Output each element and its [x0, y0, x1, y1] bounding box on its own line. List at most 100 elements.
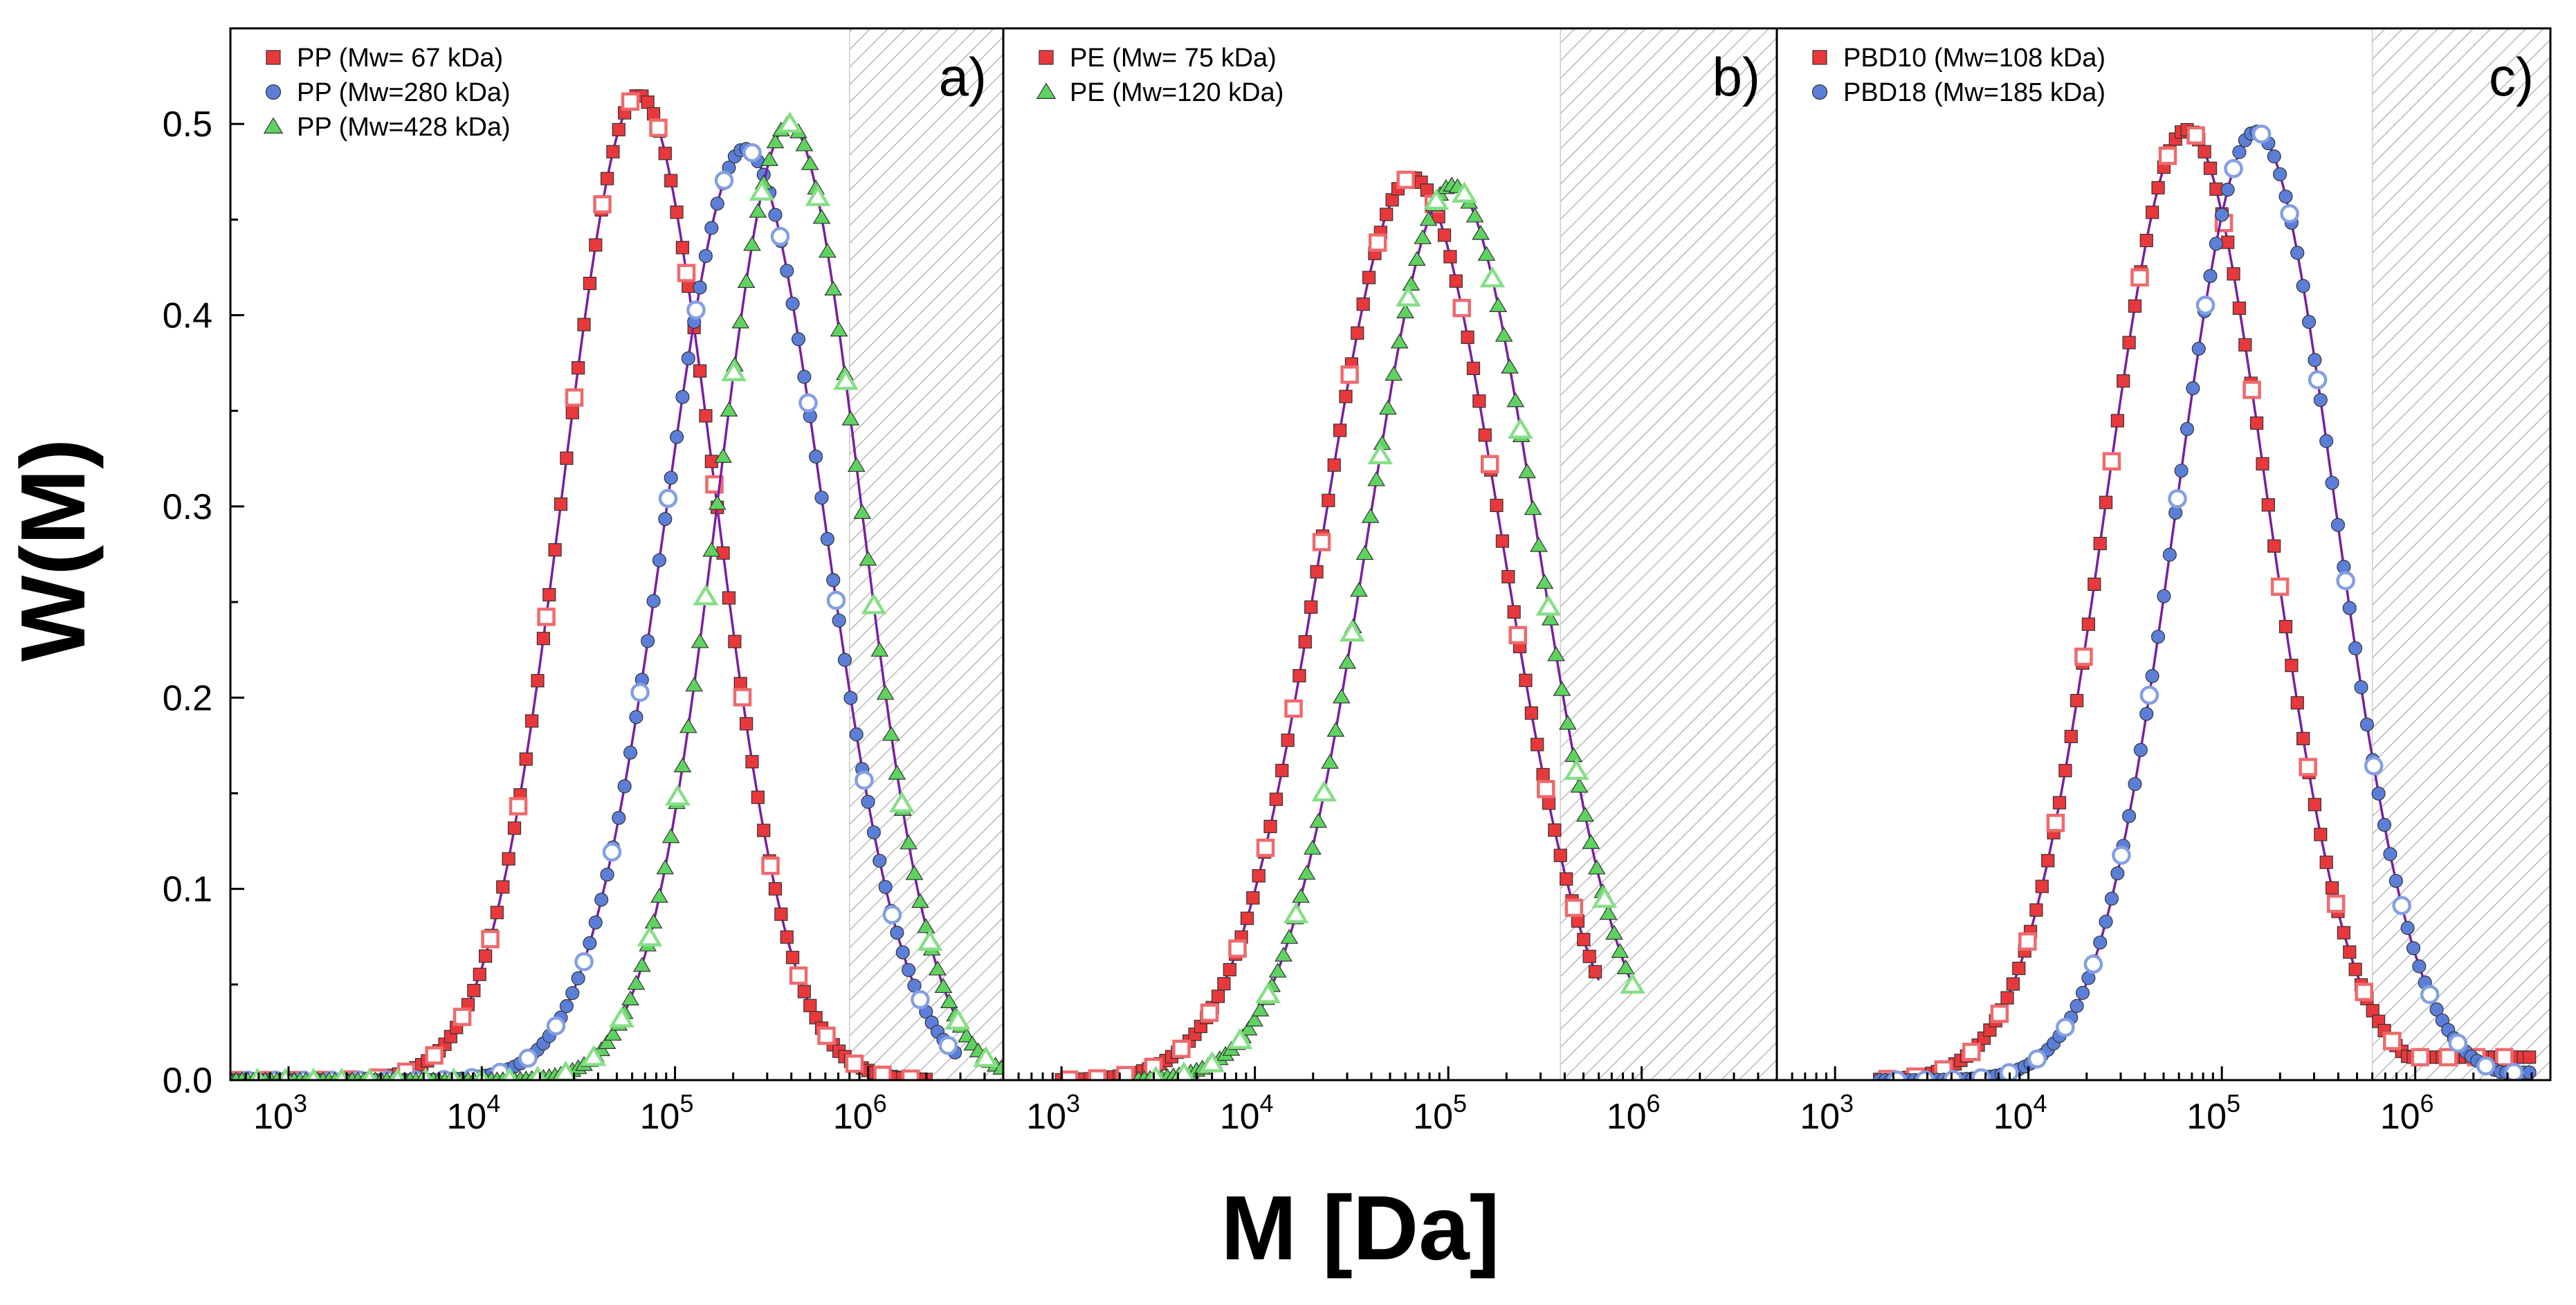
data-point: [853, 504, 872, 519]
open-marker: [2083, 954, 2103, 974]
open-marker: [565, 388, 584, 407]
open-marker: [733, 688, 752, 706]
data-point: [2343, 945, 2357, 959]
data-point: [832, 613, 846, 628]
tick-exponent: 4: [486, 1089, 500, 1117]
data-point: [1587, 859, 1606, 875]
open-marker: [2074, 647, 2093, 666]
open-marker: [742, 143, 762, 163]
open-marker: [2336, 571, 2355, 590]
open-marker: [2195, 295, 2216, 315]
data-point: [1547, 646, 1565, 661]
data-point: [1414, 229, 1432, 244]
data-point: [2075, 985, 2090, 1000]
open-marker: [1255, 982, 1281, 1003]
panel-label: c): [2489, 46, 2534, 107]
data-point: [627, 974, 646, 990]
data-point: [1402, 275, 1421, 291]
data-point: [2301, 315, 2317, 329]
data-point: [1535, 574, 1554, 589]
open-marker: [1116, 1066, 1135, 1080]
data-point: [1385, 193, 1399, 207]
legend-label: PP (Mw=428 kDa): [297, 113, 511, 142]
data-point: [1531, 738, 1544, 751]
data-point: [785, 296, 800, 311]
open-marker: [1311, 780, 1337, 802]
data-point: [2325, 475, 2339, 490]
data-point: [911, 893, 929, 909]
open-marker: [630, 682, 650, 702]
data-point: [809, 449, 823, 464]
data-point: [548, 543, 562, 557]
tick-exponent: 5: [679, 1089, 693, 1117]
data-point: [600, 867, 614, 882]
data-point: [768, 882, 783, 896]
open-marker: [789, 966, 808, 985]
open-marker: [693, 584, 719, 605]
y-tick-label: 0.3: [163, 487, 212, 527]
data-point: [2151, 181, 2165, 194]
series-2: [1133, 176, 1645, 1080]
open-marker: [1564, 898, 1584, 918]
data-point: [803, 998, 817, 1012]
data-point: [693, 364, 707, 378]
tick-base: 10: [1800, 1097, 1840, 1137]
legend-marker: [1812, 50, 1827, 65]
open-marker: [1147, 1065, 1165, 1080]
data-point: [733, 677, 747, 691]
data-point: [2273, 167, 2287, 181]
data-point: [1223, 962, 1236, 977]
data-point: [2220, 182, 2235, 197]
data-point: [1339, 390, 1353, 403]
data-point: [1380, 208, 1394, 221]
tick-exponent: 3: [1840, 1089, 1854, 1117]
data-point: [2203, 161, 2218, 175]
data-point: [1501, 358, 1519, 374]
open-marker: [1508, 626, 1528, 645]
data-point: [728, 635, 742, 648]
data-point: [720, 401, 738, 417]
data-point: [820, 531, 834, 547]
data-point: [2290, 246, 2305, 260]
open-marker: [2299, 758, 2317, 776]
open-marker: [1480, 455, 1499, 474]
data-point: [1385, 365, 1403, 381]
legend-marker: [1039, 50, 1054, 65]
data-point: [658, 147, 672, 161]
data-point: [617, 779, 632, 794]
data-point: [2058, 764, 2072, 778]
open-marker: [2112, 846, 2131, 865]
data-point: [2308, 353, 2322, 367]
data-point: [675, 241, 690, 255]
data-point: [702, 541, 721, 557]
data-point: [2093, 536, 2107, 551]
data-point: [843, 691, 858, 705]
data-point: [934, 978, 953, 993]
open-marker: [677, 264, 696, 282]
data-point: [1351, 326, 1364, 340]
data-point: [2278, 619, 2293, 634]
data-point: [2070, 998, 2084, 1013]
data-point: [1443, 250, 1457, 264]
y-tick-label: 0.5: [163, 104, 212, 145]
data-point: [1582, 949, 1596, 963]
data-point: [679, 718, 697, 733]
open-marker: [761, 856, 780, 875]
data-point: [2296, 279, 2310, 293]
legend-label: PE (Mw= 75 kDa): [1070, 44, 1277, 73]
data-point: [1275, 947, 1292, 962]
legend: PBD10 (Mw=108 kDa) PBD18 (Mw=185 kDa): [1811, 44, 2105, 107]
legend-marker: [263, 117, 284, 134]
data-point: [623, 745, 638, 760]
open-marker: [2270, 577, 2290, 596]
data-point: [902, 962, 916, 977]
data-point: [760, 151, 778, 166]
data-point: [2523, 1050, 2537, 1064]
data-point: [2198, 145, 2211, 158]
data-point: [2012, 961, 2026, 976]
data-point: [1239, 1020, 1258, 1036]
data-point: [559, 999, 574, 1014]
data-point: [2157, 589, 2171, 603]
data-point: [849, 727, 864, 742]
